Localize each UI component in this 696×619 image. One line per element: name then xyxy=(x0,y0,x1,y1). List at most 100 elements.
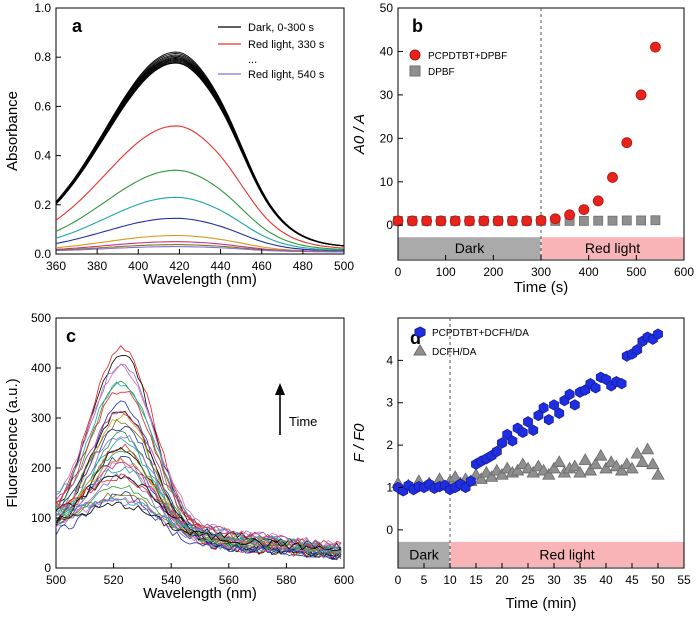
data-point xyxy=(621,137,633,149)
x-tick-label: 500 xyxy=(46,573,66,587)
absorbance-curve xyxy=(55,234,345,253)
fluorescence-curve xyxy=(55,418,342,555)
data-point xyxy=(449,215,461,227)
data-point xyxy=(510,463,525,476)
data-point xyxy=(564,209,575,221)
y-tick-label: 20 xyxy=(380,131,394,145)
data-point xyxy=(521,215,533,227)
region-band xyxy=(398,237,541,259)
panel-b-regions: Dark Red light xyxy=(398,8,684,260)
panel-a-ylabel: Absorbance xyxy=(4,91,21,171)
y-tick-label: 0.8 xyxy=(34,50,51,64)
data-point xyxy=(579,215,589,226)
data-point xyxy=(569,399,580,411)
region-label: Dark xyxy=(455,240,486,256)
region-label: Red light xyxy=(539,546,594,562)
data-point xyxy=(650,41,661,53)
y-tick-label: 4 xyxy=(386,353,393,367)
y-tick-label: 0 xyxy=(386,218,393,232)
panel-d-y-axis: 0 1 2 3 4 xyxy=(386,353,403,537)
data-point xyxy=(526,465,540,478)
data-point xyxy=(651,467,665,480)
data-point xyxy=(599,461,613,474)
panel-d-legend: PCPDTBT+DCFH/DA DCFH/DA xyxy=(413,326,529,358)
data-point xyxy=(564,388,575,400)
data-point xyxy=(568,459,582,472)
panel-a: 360 380 400 420 440 460 480 500 0.0 0.2 0.4 0.6 0.8… xyxy=(4,1,354,288)
panel-d-regions: Dark Red light xyxy=(398,318,684,568)
absorbance-curve xyxy=(55,196,345,251)
data-point xyxy=(646,457,660,470)
y-tick-label: 100 xyxy=(31,511,51,525)
x-tick-label: 500 xyxy=(334,259,354,273)
y-tick-label: 0.4 xyxy=(34,149,51,163)
y-tick-label: 500 xyxy=(31,311,51,325)
data-point xyxy=(547,461,561,474)
panel-d-plot-frame xyxy=(397,317,685,569)
data-point xyxy=(653,328,663,340)
data-point xyxy=(650,215,661,226)
x-tick-label: 0 xyxy=(395,265,402,279)
data-point xyxy=(578,453,592,465)
data-point xyxy=(614,463,629,476)
data-point xyxy=(552,455,566,467)
y-tick-label: 30 xyxy=(380,88,394,102)
data-point xyxy=(464,215,475,227)
panel-d-xlabel: Time (min) xyxy=(505,595,576,612)
data-point xyxy=(474,472,488,484)
y-tick-label: 1.0 xyxy=(34,1,51,15)
data-point xyxy=(549,399,559,411)
panel-b: Dark Red light 0 100 200 300 400 500 600 0 10 20 3… xyxy=(351,1,694,296)
x-tick-label: 480 xyxy=(293,259,313,273)
panel-b-xlabel: Time (s) xyxy=(514,279,568,296)
y-tick-label: 300 xyxy=(31,411,51,425)
data-point xyxy=(573,465,587,478)
legend-marker-dcfh xyxy=(413,344,427,356)
x-tick-label: 460 xyxy=(252,259,272,273)
data-point xyxy=(640,442,655,455)
panel-c-x-axis: 500 520 540 560 580 600 xyxy=(46,563,354,587)
y-tick-label: 50 xyxy=(380,1,394,15)
x-tick-label: 200 xyxy=(483,265,503,279)
data-point xyxy=(621,215,632,226)
x-tick-label: 300 xyxy=(531,265,551,279)
data-point xyxy=(517,426,528,439)
legend-label-dark: Dark, 0-300 s xyxy=(248,22,315,34)
time-arrow-annotation: Time xyxy=(275,383,317,435)
y-tick-label: 10 xyxy=(380,175,394,189)
data-point xyxy=(523,416,533,428)
panel-a-label: a xyxy=(72,16,83,36)
absorbance-curve xyxy=(55,246,344,253)
panel-c-xlabel: Wavelength (nm) xyxy=(143,585,257,602)
x-tick-label: 25 xyxy=(521,573,535,587)
data-point xyxy=(594,448,608,461)
x-tick-label: 600 xyxy=(674,265,694,279)
x-tick-label: 20 xyxy=(495,573,509,587)
x-tick-label: 15 xyxy=(469,573,483,587)
legend-marker-pcpdtbt-dcfh xyxy=(414,326,426,339)
data-point xyxy=(543,414,554,426)
y-tick-label: 400 xyxy=(31,361,51,375)
y-tick-label: 0.2 xyxy=(34,198,51,212)
x-tick-label: 55 xyxy=(677,573,691,587)
x-tick-label: 380 xyxy=(87,259,107,273)
data-point xyxy=(635,89,647,101)
data-point xyxy=(630,446,644,459)
x-tick-label: 35 xyxy=(573,573,587,587)
x-tick-label: 40 xyxy=(599,573,613,587)
panel-c-y-axis: 0 100 200 300 400 500 xyxy=(31,311,61,575)
y-tick-label: 40 xyxy=(380,44,394,58)
legend-label-red-330: Red light, 330 s xyxy=(248,39,325,51)
y-tick-label: 3 xyxy=(386,396,393,410)
absorbance-curve xyxy=(55,125,345,249)
data-point xyxy=(435,215,447,227)
legend-label-dcfh: DCFH/DA xyxy=(432,347,477,358)
region-label: Dark xyxy=(409,546,440,562)
legend-label-dpbf: DPBF xyxy=(428,67,455,78)
panel-c-curves xyxy=(55,345,342,561)
panel-c: 500 520 540 560 580 600 0 100 200 300 400 500 c Wa… xyxy=(4,311,354,602)
data-point xyxy=(632,344,643,356)
y-tick-label: 0 xyxy=(44,561,51,575)
panel-b-ylabel: A0 / A xyxy=(351,114,368,155)
